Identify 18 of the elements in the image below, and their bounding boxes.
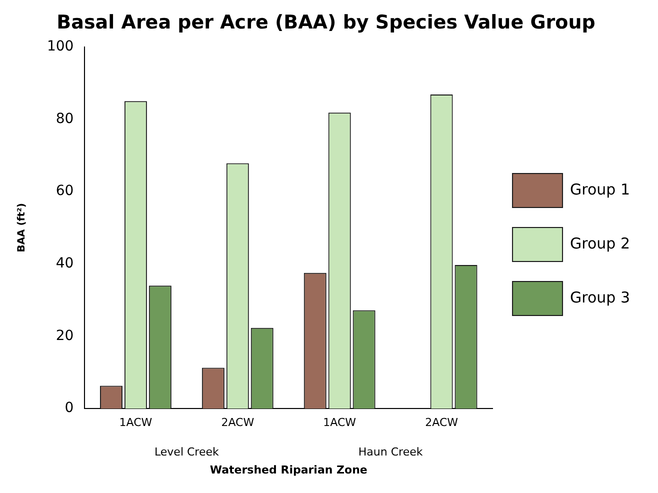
y-tick-label: 100 [46, 38, 74, 54]
x-tick-label: 1ACW [323, 416, 356, 430]
x-axis-title: Watershed Riparian Zone [210, 463, 368, 476]
y-tick-label: 80 [56, 110, 74, 127]
text: Haun Creek [358, 445, 424, 458]
x-tick-label: 1ACW [119, 416, 152, 430]
y-axis-title: BAA (ft²) [16, 203, 28, 252]
y-tick-label: 60 [56, 183, 74, 200]
legend-label: Group 1 [570, 180, 630, 198]
text: Level Creek [154, 445, 220, 458]
legend-label: Group 3 [570, 288, 630, 306]
y-tick-label: 40 [56, 256, 74, 272]
x-tick-label: 2ACW [425, 416, 458, 430]
chart-title: Basal Area per Acre (BAA) by Species Value Group [56, 11, 596, 34]
y-tick-label: 0 [64, 400, 74, 416]
y-tick-label: 20 [56, 328, 74, 344]
x-tick-label: 2ACW [221, 416, 254, 430]
legend-label: Group 2 [570, 234, 630, 252]
